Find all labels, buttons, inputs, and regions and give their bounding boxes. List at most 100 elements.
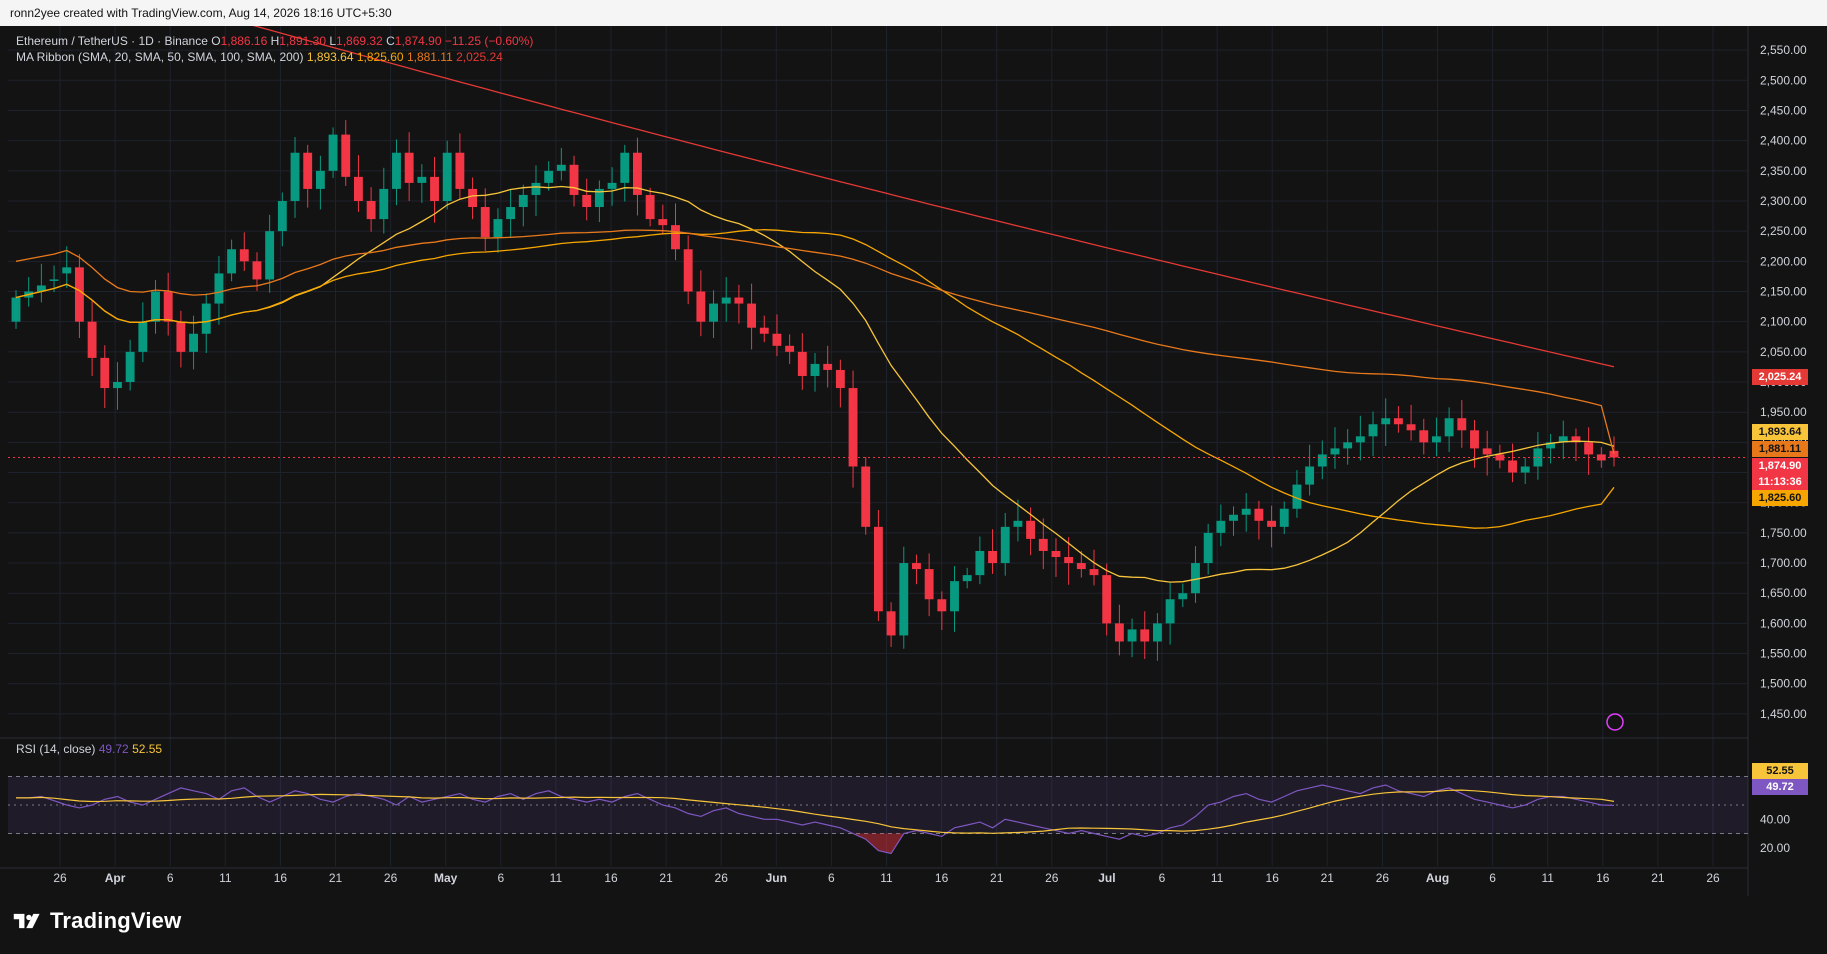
symbol-legend[interactable]: Ethereum / TetherUS · 1D · Binance O1,88…: [16, 34, 533, 48]
candle-body: [87, 321, 97, 358]
ma-ribbon-legend[interactable]: MA Ribbon (SMA, 20, SMA, 50, SMA, 100, S…: [16, 50, 503, 64]
candle-body: [1355, 436, 1365, 443]
candle-body: [899, 563, 909, 636]
rsi-legend[interactable]: RSI (14, close) 49.72 52.55: [16, 742, 162, 756]
candle-body: [1470, 430, 1479, 449]
candle-body: [265, 231, 275, 280]
x-tick-label: Jul: [1098, 871, 1115, 885]
candle-body: [1127, 629, 1137, 642]
candle-body: [950, 581, 959, 612]
candle-body: [49, 279, 59, 281]
x-tick-label: 26: [1376, 871, 1390, 885]
y-tick-label: 1,550.00: [1760, 647, 1807, 661]
x-tick-label: 16: [1596, 871, 1610, 885]
candle-body: [886, 611, 896, 636]
candle-body: [1267, 520, 1277, 527]
ma200-line: [252, 26, 1615, 368]
candle-body: [290, 152, 300, 201]
header-credit-bar: ronn2yee created with TradingView.com, A…: [0, 0, 1827, 26]
candle-body: [214, 273, 224, 304]
x-tick-label: 26: [384, 871, 398, 885]
ma50-value: 1,825.60: [356, 50, 404, 64]
candle-body: [480, 207, 490, 238]
candle-body: [937, 599, 947, 612]
y-tick-label: 2,400.00: [1760, 134, 1807, 148]
candle-body: [861, 466, 871, 527]
credit-text: ronn2yee created with TradingView.com, A…: [10, 6, 392, 20]
candle-body: [924, 569, 934, 600]
candle-body: [303, 152, 313, 189]
candle-body: [810, 363, 820, 376]
chart-canvas[interactable]: 2,550.00 2,500.00 2,450.00 2,400.00 2,350.00…: [0, 26, 1827, 896]
candle-body: [125, 351, 135, 383]
candle-body: [1178, 593, 1188, 600]
candle-body: [1064, 557, 1074, 564]
candle-body: [1368, 424, 1378, 437]
candle-body: [1051, 550, 1061, 558]
candle-body: [430, 176, 439, 201]
open-label: O: [211, 34, 221, 48]
candle-body: [1558, 436, 1568, 443]
rsi-ma-badge: 52.55: [1752, 763, 1808, 779]
candle-body: [747, 303, 757, 328]
y-tick-label: 2,450.00: [1760, 103, 1807, 117]
x-tick-label: 21: [990, 871, 1004, 885]
x-tick-label: 11: [219, 871, 232, 885]
candle-body: [594, 188, 604, 208]
candle-body: [366, 200, 376, 220]
candle-body: [1000, 526, 1010, 564]
footer-bar: TradingView: [0, 896, 1827, 954]
rsi-oversold-fill: [853, 833, 917, 854]
x-tick-label: 21: [1651, 871, 1665, 885]
low-label: L: [329, 34, 337, 48]
chart-frame[interactable]: 2,550.00 2,500.00 2,450.00 2,400.00 2,350.00…: [0, 26, 1827, 896]
y-tick-label: 1,650.00: [1760, 586, 1807, 600]
candle-body: [797, 351, 807, 376]
candle-body: [759, 327, 769, 334]
candle-body: [1102, 575, 1112, 624]
rsi-label: RSI (14, close): [16, 742, 96, 756]
ma-ribbon-label: MA Ribbon (SMA, 20, SMA, 50, SMA, 100, S…: [16, 50, 304, 64]
candle-body: [468, 188, 478, 208]
candle-body: [138, 321, 148, 352]
candle-body: [607, 182, 617, 189]
candle-body: [189, 333, 198, 352]
rsi-line: [16, 784, 1615, 855]
brand-name: TradingView: [50, 908, 182, 933]
candle-body: [556, 164, 566, 171]
x-tick-label: 11: [880, 871, 893, 885]
candle-body: [962, 575, 972, 582]
candle-body: [455, 152, 465, 189]
low-value: 1,869.32: [336, 34, 383, 48]
x-tick-label: 11: [1541, 871, 1554, 885]
rsi-tick-label: 40.00: [1760, 812, 1790, 826]
y-tick-label: 1,950.00: [1760, 405, 1807, 419]
candle-body: [1393, 418, 1403, 425]
candle-body: [1584, 442, 1594, 455]
candle-body: [1381, 418, 1391, 425]
candle-body: [709, 303, 718, 322]
candle-body: [721, 297, 731, 304]
x-tick-label: 11: [550, 871, 563, 885]
x-tick-label: 6: [1159, 871, 1166, 885]
y-tick-label: 2,300.00: [1760, 194, 1807, 208]
x-tick-label: 6: [497, 871, 504, 885]
candle-body: [1343, 442, 1353, 449]
candle-body: [1191, 563, 1200, 594]
candle-body: [36, 285, 46, 292]
ma20-price-badge: 1,893.64: [1752, 424, 1808, 440]
y-tick-label: 2,200.00: [1760, 254, 1807, 268]
ma100-value: 1,881.11: [406, 50, 453, 64]
candle-body: [1013, 520, 1023, 527]
candle-body: [1571, 436, 1581, 443]
ma20-value: 1,893.64: [306, 50, 354, 64]
candle-body: [341, 134, 351, 177]
y-tick-label: 2,550.00: [1760, 43, 1807, 57]
candle-body: [1419, 430, 1429, 443]
tradingview-brand[interactable]: TradingView: [12, 908, 181, 934]
candle-body: [1203, 532, 1213, 564]
x-tick-label: 26: [715, 871, 729, 885]
candle-body: [62, 267, 72, 274]
candle-body: [696, 291, 706, 322]
x-tick-label: 16: [274, 871, 288, 885]
